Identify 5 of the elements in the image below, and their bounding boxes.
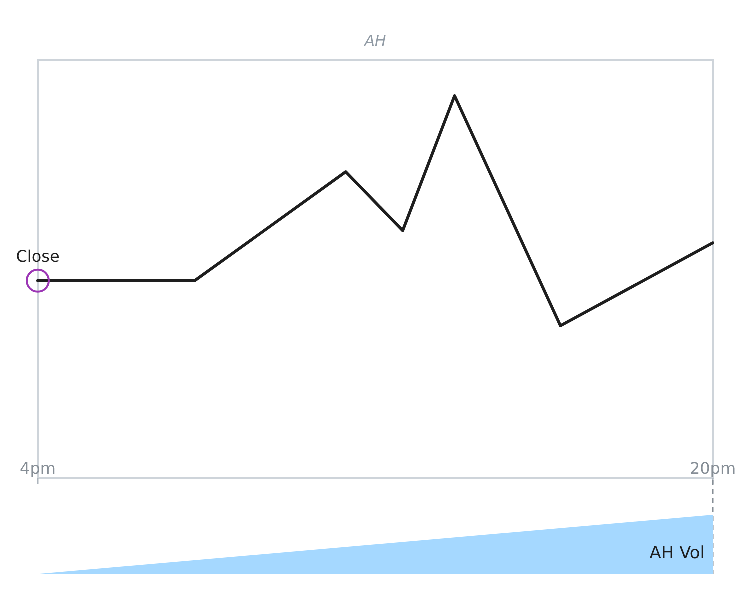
chart-title: AH: [364, 32, 386, 50]
x-tick-label: 20pm: [690, 459, 736, 478]
series-label: AH Vol: [650, 544, 705, 564]
x-tick-label: 4pm: [20, 459, 56, 478]
annotation: Close: [16, 246, 60, 266]
